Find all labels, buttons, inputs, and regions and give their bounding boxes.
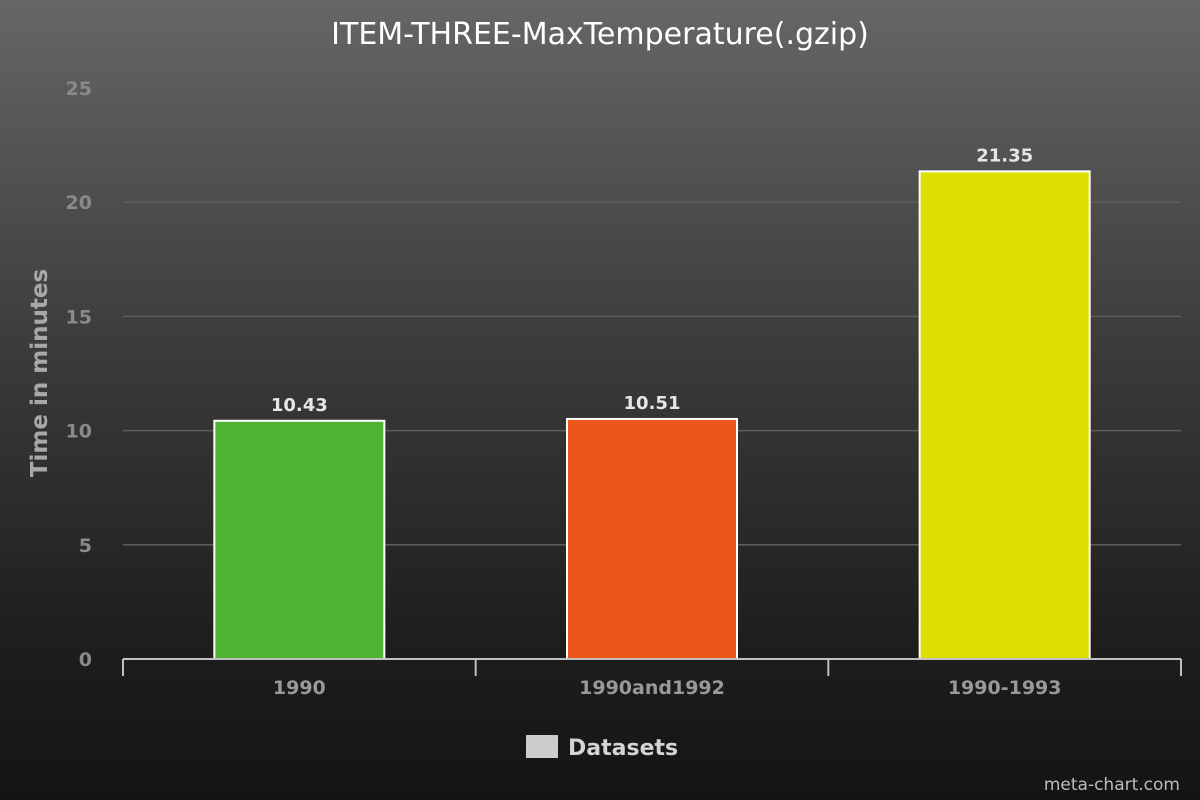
credit-text[interactable]: meta-chart.com (1044, 775, 1180, 795)
bar-1[interactable] (566, 417, 738, 660)
legend[interactable]: Datasets (526, 735, 678, 761)
legend-label: Datasets (568, 736, 678, 761)
y-tick-label: 15 (66, 306, 92, 328)
y-axis-label: Time in minutes (27, 269, 53, 477)
data-label: 10.51 (624, 393, 681, 414)
y-tick-label: 10 (66, 421, 92, 443)
y-tick-label: 0 (79, 649, 92, 671)
y-axis-ticks: 0 5 10 15 20 25 (66, 78, 92, 671)
y-tick-label: 25 (66, 78, 92, 100)
bars (213, 170, 1091, 661)
bar-2[interactable] (918, 170, 1091, 660)
bar-0[interactable] (213, 419, 386, 661)
x-tick-label: 1990 (273, 677, 326, 699)
x-tick-label: 1990-1993 (948, 677, 1062, 699)
y-tick-label: 5 (79, 535, 92, 557)
data-label: 21.35 (976, 145, 1033, 166)
chart-title: ITEM-THREE-MaxTemperature(.gzip) (331, 17, 869, 52)
y-tick-label: 20 (66, 192, 92, 214)
x-axis: 1990 1990and1992 1990-1993 (122, 658, 1182, 699)
data-labels: 10.43 10.51 21.35 (271, 145, 1033, 415)
data-label: 10.43 (271, 395, 328, 416)
legend-swatch (526, 735, 558, 758)
x-tick-label: 1990and1992 (579, 677, 725, 699)
